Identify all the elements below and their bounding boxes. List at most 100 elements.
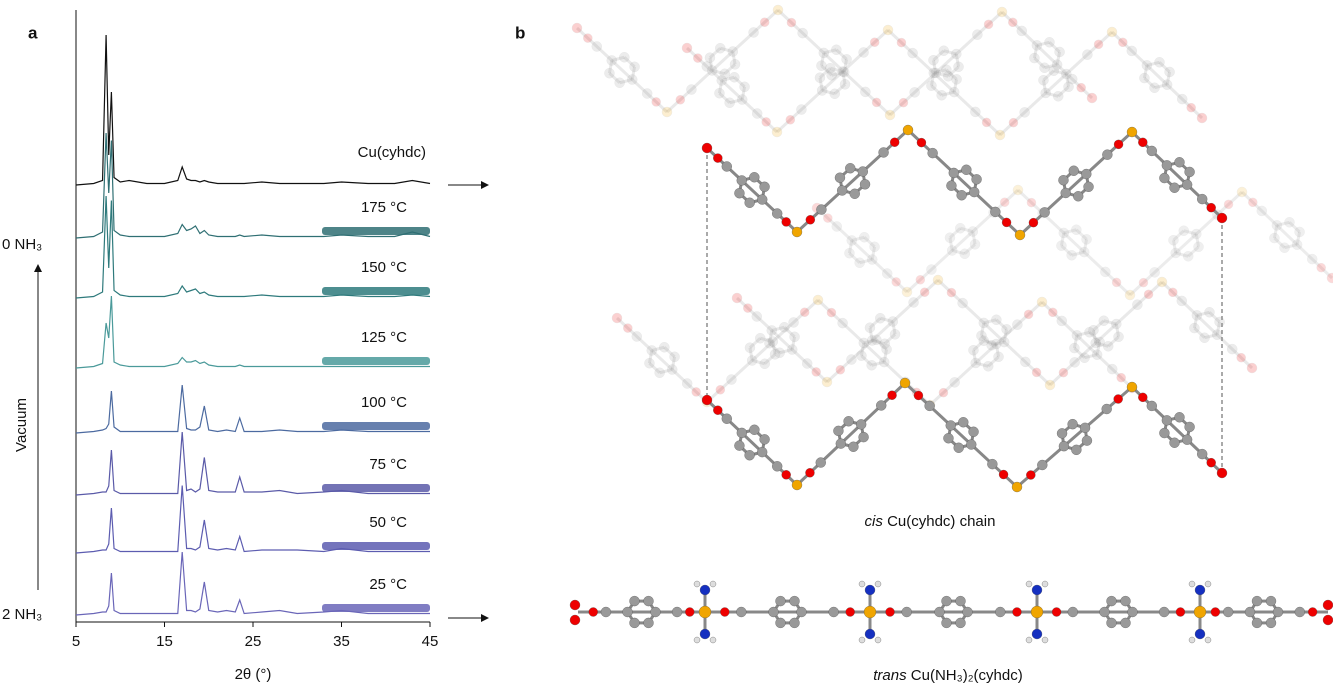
atom <box>1032 585 1042 595</box>
atom <box>971 358 981 368</box>
atom <box>1037 460 1047 470</box>
atom <box>1205 581 1211 587</box>
atom <box>659 342 669 352</box>
atom <box>955 223 965 233</box>
atom <box>757 447 767 457</box>
atom <box>1041 88 1051 98</box>
atom <box>920 288 929 297</box>
atom <box>1154 57 1164 67</box>
atom <box>1068 419 1078 429</box>
atom <box>935 607 945 617</box>
atom <box>1102 404 1112 414</box>
atom <box>1177 296 1187 306</box>
atom <box>856 351 866 361</box>
atom <box>1185 422 1195 432</box>
atom <box>615 78 625 88</box>
atom <box>888 391 897 400</box>
atom <box>847 235 857 245</box>
atom <box>772 461 782 471</box>
atom <box>770 349 780 359</box>
atom <box>747 355 757 365</box>
atom <box>902 607 912 617</box>
atom <box>699 606 711 618</box>
atom <box>1017 26 1027 36</box>
atom <box>1092 350 1102 360</box>
atom <box>623 607 633 617</box>
atom <box>950 377 960 387</box>
atom <box>827 308 836 317</box>
atom <box>1168 235 1178 245</box>
atom <box>651 607 661 617</box>
atom <box>1159 607 1169 617</box>
atom <box>755 333 765 343</box>
atom <box>1080 353 1090 363</box>
atom <box>1087 93 1097 103</box>
atom <box>1284 217 1294 227</box>
atom <box>1012 320 1022 330</box>
caption-italic: trans <box>873 667 907 684</box>
atom <box>1132 300 1142 310</box>
atom <box>937 90 947 100</box>
atom <box>1162 415 1172 425</box>
atom <box>1064 82 1074 92</box>
atom <box>829 607 839 617</box>
atom <box>991 315 1001 325</box>
atom <box>1159 428 1169 438</box>
atom <box>1100 607 1110 617</box>
atom <box>740 82 750 92</box>
atom <box>1038 75 1048 85</box>
atom <box>942 596 952 606</box>
atom <box>859 637 865 643</box>
atom <box>897 38 906 47</box>
atom <box>767 325 777 335</box>
atom <box>1165 67 1175 77</box>
atom <box>702 143 712 153</box>
atom <box>676 95 685 104</box>
atom <box>949 87 959 97</box>
atom <box>672 607 682 617</box>
atom <box>749 172 759 182</box>
caption: cis Cu(cyhdc) chain <box>865 513 996 530</box>
atom <box>846 355 856 365</box>
atom <box>1269 233 1279 243</box>
atom <box>997 7 1007 17</box>
legend-label: 175 °C <box>361 199 407 216</box>
atom <box>772 209 782 219</box>
atom <box>1000 198 1009 207</box>
atom <box>1056 241 1066 251</box>
atom <box>816 205 826 215</box>
atom <box>1227 344 1237 354</box>
atom <box>1077 83 1086 92</box>
atom <box>899 98 908 107</box>
atom <box>910 87 920 97</box>
atom <box>702 61 712 71</box>
vial <box>322 287 430 295</box>
atom <box>1081 169 1091 179</box>
atom <box>757 195 767 205</box>
atom <box>979 336 989 346</box>
atom <box>714 88 724 98</box>
atom <box>875 581 881 587</box>
legend-label: Cu(cyhdc) <box>358 144 426 161</box>
atom <box>1171 248 1181 258</box>
atom <box>1084 182 1094 192</box>
atom <box>946 181 956 191</box>
atom <box>1176 608 1185 617</box>
atom <box>1057 316 1067 326</box>
atom <box>1273 607 1283 617</box>
atom <box>956 618 966 628</box>
atom <box>926 265 936 275</box>
atom <box>787 18 796 27</box>
atom <box>858 167 868 177</box>
atom <box>961 165 971 175</box>
atom <box>1100 267 1110 277</box>
atom <box>702 395 712 405</box>
atom <box>760 359 770 369</box>
atom <box>856 419 866 429</box>
atom <box>1323 615 1333 625</box>
atom <box>623 324 632 333</box>
pattern-line <box>76 35 430 185</box>
atom <box>1138 393 1147 402</box>
atom <box>816 61 826 71</box>
vial <box>322 484 430 492</box>
